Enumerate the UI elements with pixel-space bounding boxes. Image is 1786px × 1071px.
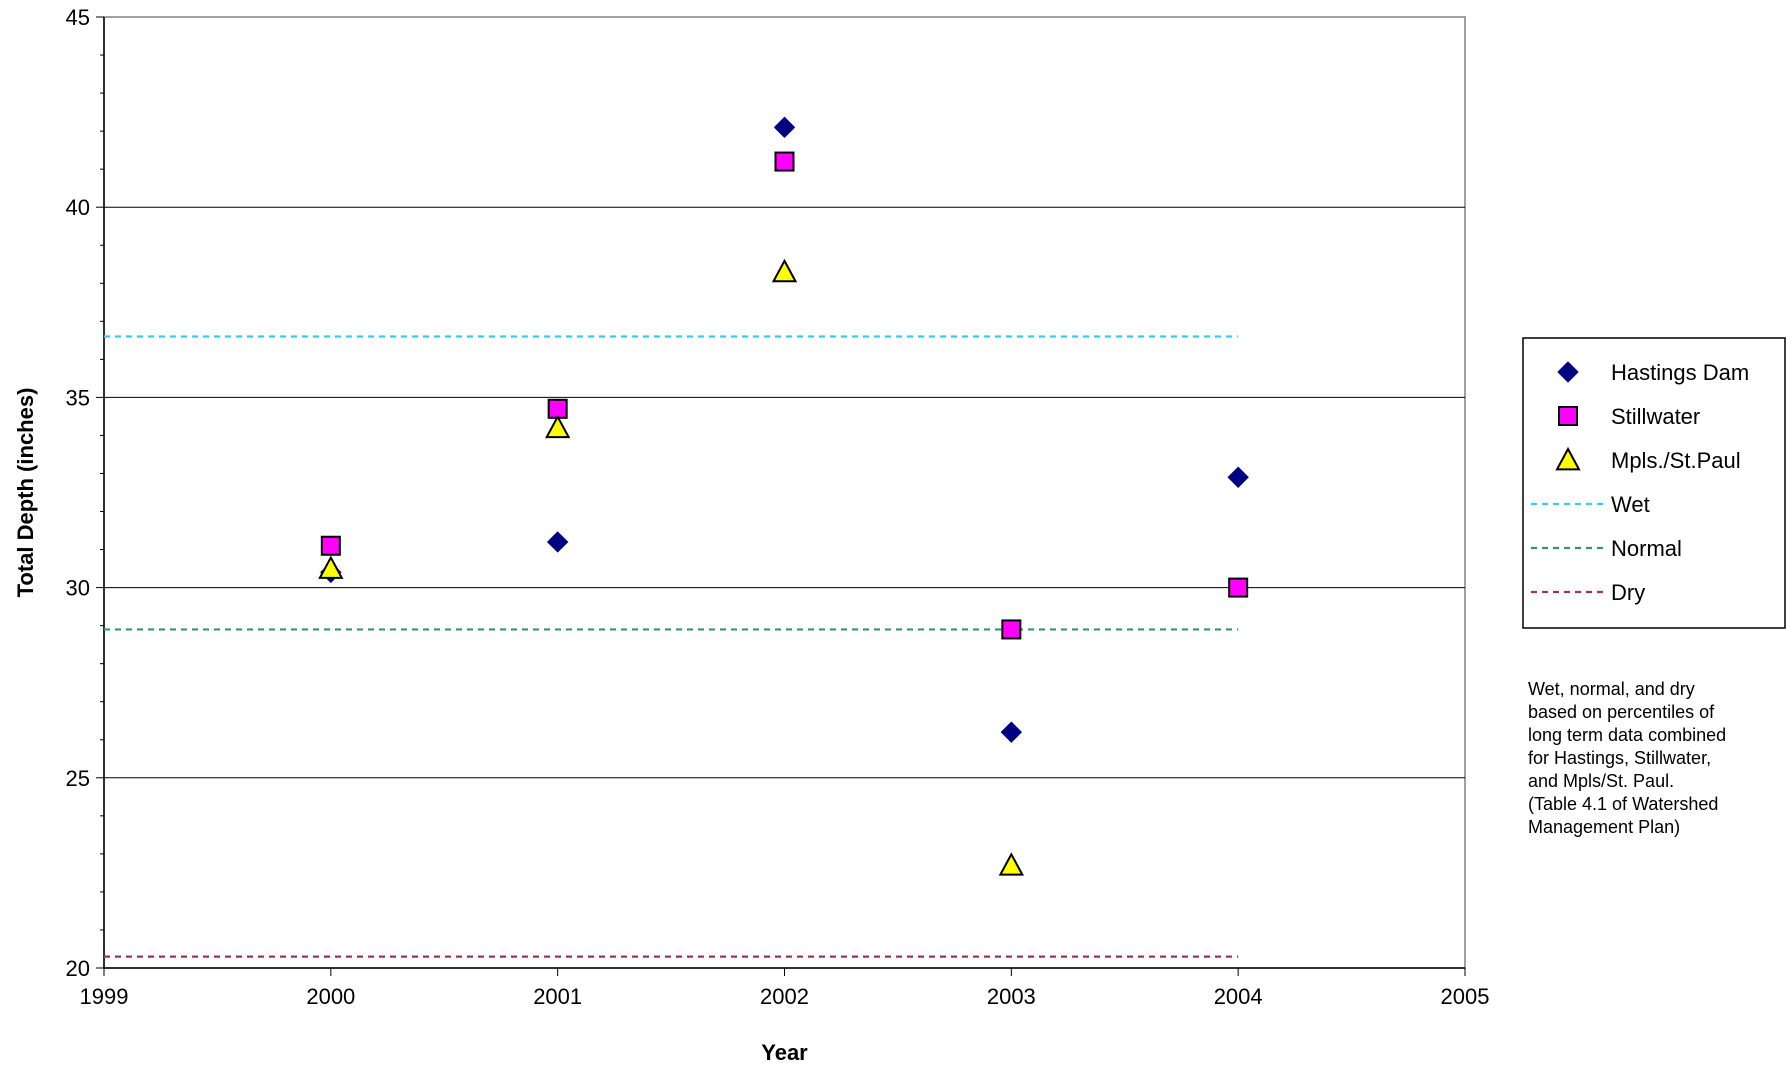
y-tick-label: 35: [66, 385, 90, 410]
point-mpls-st-paul: [998, 852, 1025, 876]
chart-note: Wet, normal, and dry based on percentile…: [1528, 678, 1778, 839]
y-tick-label: 40: [66, 195, 90, 220]
legend-marker: [1558, 406, 1578, 426]
y-axis-title: Total Depth (inches): [13, 388, 38, 598]
point-hastings-dam: [1000, 721, 1023, 743]
x-tick-label: 2002: [760, 984, 809, 1009]
x-tick-label: 2005: [1441, 984, 1490, 1009]
note-line: based on percentiles of: [1528, 702, 1715, 722]
point-mpls-st-paul: [318, 555, 344, 579]
point-hastings-dam: [773, 116, 796, 139]
note-line: Wet, normal, and dry: [1528, 679, 1695, 699]
y-tick-label: 20: [66, 956, 90, 981]
point-stillwater: [1228, 577, 1249, 598]
point-stillwater: [1001, 619, 1022, 640]
note-line: and Mpls/St. Paul.: [1528, 771, 1675, 791]
point-stillwater: [320, 535, 341, 556]
y-tick-label: 25: [66, 766, 90, 791]
legend-marker: [1557, 361, 1579, 383]
y-tick-label: 45: [66, 5, 90, 30]
plot-area: [103, 16, 1466, 969]
point-hastings-dam: [546, 531, 569, 553]
point-stillwater: [774, 151, 795, 172]
x-tick-label: 2003: [987, 984, 1036, 1009]
legend-label: Dry: [1611, 580, 1645, 605]
legend-label: Wet: [1611, 492, 1650, 517]
x-tick-label: 2000: [306, 984, 355, 1009]
x-tick-label: 1999: [80, 984, 129, 1009]
x-tick-label: 2001: [533, 984, 582, 1009]
point-hastings-dam: [1227, 466, 1249, 488]
point-mpls-st-paul: [771, 258, 798, 283]
legend-label: Stillwater: [1611, 404, 1700, 429]
x-axis-title: Year: [761, 1040, 808, 1065]
legend-label: Hastings Dam: [1611, 360, 1749, 385]
legend-label: Normal: [1611, 536, 1682, 561]
y-tick-label: 30: [66, 576, 90, 601]
note-line: for Hastings, Stillwater,: [1528, 748, 1712, 768]
x-tick-label: 2004: [1214, 984, 1263, 1009]
legend-label: Mpls./St.Paul: [1611, 448, 1741, 473]
legend-marker: [1555, 446, 1581, 471]
point-mpls-st-paul: [544, 414, 571, 439]
note-line: Management Plan): [1528, 817, 1681, 837]
note-line: long term data combined: [1528, 725, 1727, 745]
note-line: (Table 4.1 of Watershed: [1528, 794, 1719, 814]
legend-box: [1522, 337, 1786, 629]
